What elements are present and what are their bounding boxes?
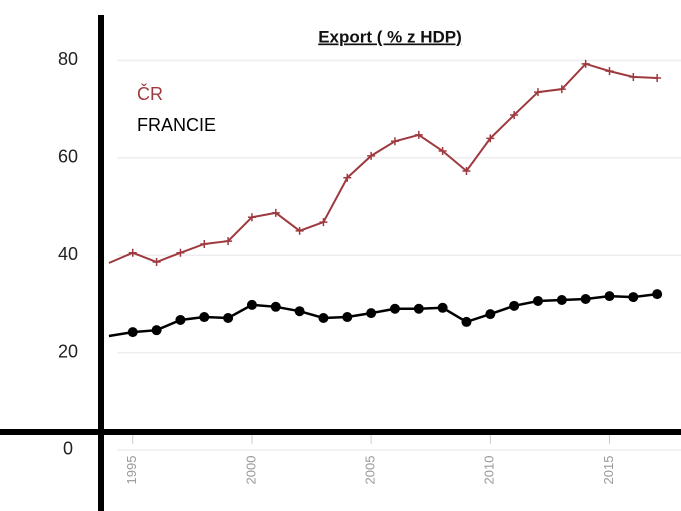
point — [629, 72, 638, 81]
point — [342, 312, 353, 323]
y-tick-label: 80 — [58, 49, 78, 69]
point — [389, 303, 400, 314]
point — [343, 173, 352, 182]
point — [485, 309, 496, 320]
point — [533, 88, 542, 97]
y-tick-label: 20 — [58, 341, 78, 361]
point — [224, 237, 233, 246]
point — [271, 208, 280, 217]
point — [604, 291, 615, 302]
point — [367, 151, 376, 160]
point — [295, 226, 304, 235]
point — [152, 258, 161, 267]
x-tick-label: 2005 — [363, 456, 378, 485]
legend-label: ČR — [137, 83, 163, 104]
series-line — [108, 62, 658, 264]
point — [270, 301, 281, 312]
point — [652, 289, 663, 300]
point — [462, 166, 471, 175]
point — [366, 308, 377, 319]
point — [653, 73, 662, 82]
y-tick-label: 0 — [63, 439, 73, 459]
point — [199, 312, 210, 323]
point — [318, 313, 329, 324]
point — [509, 300, 520, 311]
point — [414, 130, 423, 139]
point — [176, 248, 185, 257]
point — [581, 59, 590, 68]
point — [200, 239, 209, 248]
point — [486, 134, 495, 143]
point — [294, 306, 305, 317]
x-tick-label: 2010 — [482, 456, 497, 485]
y-tick-label: 40 — [58, 244, 78, 264]
point — [437, 302, 448, 313]
x-tick-label: 2000 — [243, 456, 258, 485]
point — [127, 327, 138, 338]
point — [605, 67, 614, 76]
point — [175, 314, 186, 325]
x-tick-label: 1995 — [124, 456, 139, 485]
point — [413, 303, 424, 314]
series-line — [108, 292, 658, 338]
point — [246, 299, 257, 310]
point — [223, 313, 234, 324]
x-tick-label: 2015 — [601, 456, 616, 485]
point — [580, 294, 591, 305]
point — [628, 292, 639, 303]
point — [247, 213, 256, 222]
chart-title: Export ( % z HDP) — [318, 27, 462, 46]
point — [319, 218, 328, 227]
point — [128, 248, 137, 257]
point — [532, 295, 543, 306]
legend-label: FRANCIE — [137, 115, 216, 135]
point — [390, 137, 399, 146]
point — [151, 325, 162, 336]
point — [510, 110, 519, 119]
point — [438, 146, 447, 155]
point — [557, 85, 566, 94]
point — [556, 294, 567, 305]
y-tick-label: 60 — [58, 147, 78, 167]
point — [461, 316, 472, 327]
